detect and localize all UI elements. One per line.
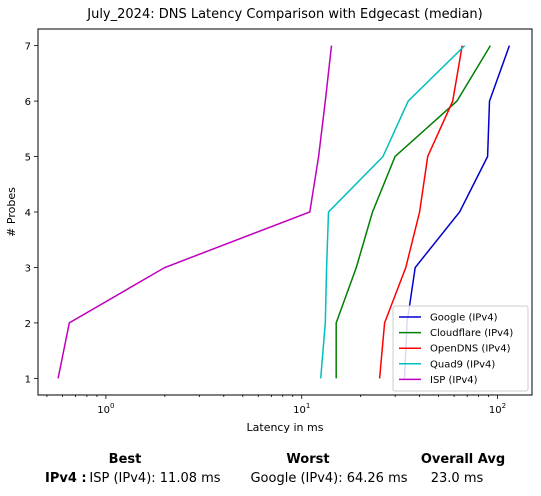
y-tick-label: 1 — [25, 374, 31, 385]
x-tick-label: 102 — [489, 402, 506, 416]
x-tick-label: 101 — [293, 402, 310, 416]
y-tick-label: 5 — [25, 153, 31, 164]
x-axis: 100 101 102 — [47, 395, 506, 416]
y-tick-label: 6 — [25, 97, 31, 108]
worst-value: Google (IPv4): 64.26 ms — [250, 471, 407, 486]
overall-avg-value: 23.0 ms — [431, 471, 484, 486]
legend-label: Cloudflare (IPv4) — [430, 328, 513, 339]
latency-chart: July_2024: DNS Latency Comparison with E… — [0, 0, 541, 445]
legend-label: ISP (IPv4) — [430, 375, 478, 386]
y-axis: 1 2 3 4 5 6 7 — [25, 42, 38, 386]
best-value: ISP (IPv4): 11.08 ms — [89, 471, 220, 486]
best-header: Best — [109, 452, 142, 467]
legend-label: Quad9 (IPv4) — [430, 359, 495, 370]
legend: Google (IPv4) Cloudflare (IPv4) OpenDNS (I… — [393, 306, 528, 391]
legend-label: OpenDNS (IPv4) — [430, 344, 511, 355]
y-tick-label: 7 — [25, 42, 31, 53]
y-tick-label: 3 — [25, 263, 31, 274]
worst-header: Worst — [286, 452, 329, 467]
x-tick-label: 100 — [97, 402, 114, 416]
y-axis-label: # Probes — [5, 187, 18, 237]
x-axis-label: Latency in ms — [247, 421, 324, 434]
y-tick-label: 2 — [25, 319, 31, 330]
ipv4-row-label: IPv4 : — [45, 471, 87, 486]
chart-title: July_2024: DNS Latency Comparison with E… — [86, 7, 483, 22]
legend-label: Google (IPv4) — [430, 313, 498, 324]
overall-avg-header: Overall Avg — [421, 452, 505, 467]
series-line-isp-ipv4 — [58, 46, 331, 379]
y-tick-label: 4 — [25, 208, 31, 219]
